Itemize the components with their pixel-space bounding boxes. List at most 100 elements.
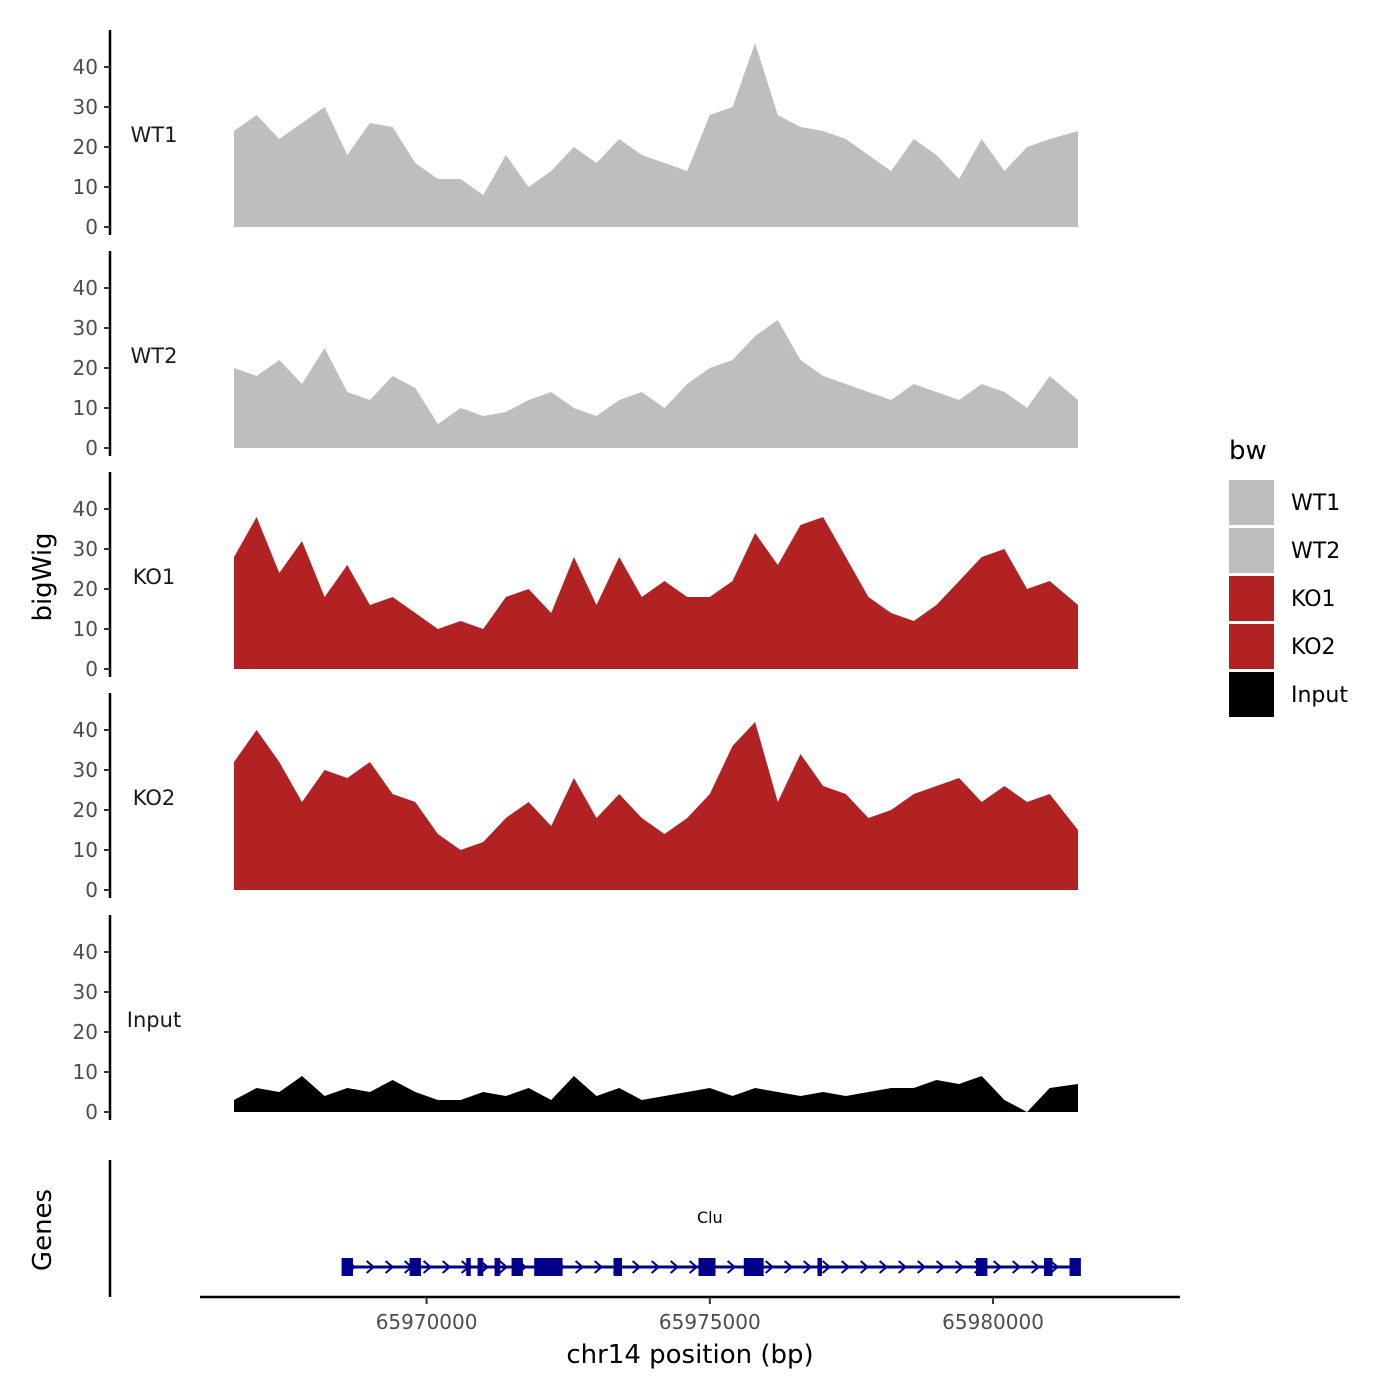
area-ko1 [234, 517, 1078, 669]
y-tick-label: 10 [73, 1060, 98, 1084]
strand-arrow [992, 1260, 1003, 1274]
legend-key-input [1229, 672, 1274, 717]
strand-arrow [859, 1260, 870, 1274]
track-ko2: 0 10 20 30 40 KO2 [73, 693, 1078, 902]
legend-label-ko2: KO2 [1291, 635, 1336, 660]
strand-arrow [365, 1260, 376, 1274]
x-tick-label: 65975000 [659, 1310, 761, 1334]
y-tick-label: 10 [73, 396, 98, 420]
area-wt1 [234, 43, 1078, 227]
y-tick-label: 20 [73, 798, 98, 822]
strand-arrow [1030, 1260, 1041, 1274]
track-label-input: Input [127, 1008, 181, 1032]
track-label-wt1: WT1 [131, 123, 178, 147]
exon [743, 1258, 764, 1276]
exon [341, 1258, 353, 1276]
exon [613, 1258, 623, 1276]
strand-arrow [650, 1260, 661, 1274]
y-tick-label: 30 [73, 758, 98, 782]
y-tick-label: 10 [73, 838, 98, 862]
strand-arrow [916, 1260, 927, 1274]
legend-key-wt1 [1229, 480, 1274, 525]
track-label-ko1: KO1 [133, 565, 176, 589]
y-tick-label: 20 [73, 577, 98, 601]
y-tick-label: 40 [73, 497, 98, 521]
y-tick-label: 0 [85, 1100, 98, 1124]
exon [409, 1258, 421, 1276]
track-label-wt2: WT2 [131, 344, 178, 368]
exon [976, 1258, 988, 1276]
exon [477, 1258, 484, 1276]
y-tick-label: 40 [73, 718, 98, 742]
strand-arrow [954, 1260, 965, 1274]
strand-arrow [764, 1260, 775, 1274]
strand-arrow [422, 1260, 433, 1274]
strand-arrow [1049, 1260, 1060, 1274]
strand-arrow [669, 1260, 680, 1274]
area-wt2 [234, 320, 1078, 448]
y-tick-label: 0 [85, 878, 98, 902]
strand-arrow [840, 1260, 851, 1274]
y-tick-label: 20 [73, 135, 98, 159]
strand-arrow [783, 1260, 794, 1274]
y-tick-label: 30 [73, 537, 98, 561]
exon [1069, 1258, 1081, 1276]
x-tick-label: 65980000 [942, 1310, 1044, 1334]
y-tick-label: 30 [73, 95, 98, 119]
y-tick-label: 30 [73, 316, 98, 340]
tracks-group: 0 10 20 30 40 WT1 0 10 20 30 40 WT2 0 10 20 30 40 KO1 0 10 2… [73, 30, 1078, 1124]
strand-arrow [498, 1260, 509, 1274]
track-label-ko2: KO2 [133, 786, 176, 810]
legend-title: bw [1229, 436, 1267, 466]
track-wt2: 0 10 20 30 40 WT2 [73, 251, 1078, 460]
exon [494, 1258, 501, 1276]
track-wt1: 0 10 20 30 40 WT1 [73, 30, 1078, 239]
track-ko1: 0 10 20 30 40 KO1 [73, 472, 1078, 681]
strand-arrow [802, 1260, 813, 1274]
y-tick-label: 10 [73, 175, 98, 199]
legend-label-wt1: WT1 [1291, 491, 1340, 516]
y-tick-label: 40 [73, 55, 98, 79]
legend: bw WT1 WT2 KO1 KO2 Input [1229, 436, 1348, 717]
x-axis-title: chr14 position (bp) [566, 1340, 813, 1370]
legend-key-ko1 [1229, 576, 1274, 621]
strand-arrow [574, 1260, 585, 1274]
y-tick-label: 30 [73, 980, 98, 1004]
legend-label-input: Input [1291, 683, 1348, 708]
y-tick-label: 0 [85, 436, 98, 460]
strand-arrow [593, 1260, 604, 1274]
y-axis-title: bigWig [28, 532, 58, 621]
legend-key-ko2 [1229, 624, 1274, 669]
exon [466, 1258, 471, 1276]
strand-arrow [935, 1260, 946, 1274]
legend-label-wt2: WT2 [1291, 539, 1340, 564]
y-tick-label: 0 [85, 215, 98, 239]
exon [698, 1258, 716, 1276]
gene-label: Clu [697, 1208, 723, 1227]
y-tick-label: 20 [73, 1020, 98, 1044]
strand-arrow [631, 1260, 642, 1274]
legend-label-ko1: KO1 [1291, 587, 1336, 612]
area-ko2 [234, 722, 1078, 890]
strand-arrow [441, 1260, 452, 1274]
strand-arrow [1011, 1260, 1022, 1274]
strand-arrow [384, 1260, 395, 1274]
x-tick-label: 65970000 [376, 1310, 478, 1334]
strand-arrow [821, 1260, 832, 1274]
strand-arrow [897, 1260, 908, 1274]
y-tick-label: 40 [73, 276, 98, 300]
area-input [234, 1076, 1078, 1112]
y-tick-label: 0 [85, 657, 98, 681]
exon [1044, 1258, 1053, 1276]
gene-track: Clu [108, 1160, 1081, 1297]
track-input: 0 10 20 30 40 Input [73, 915, 1078, 1124]
exon [511, 1258, 523, 1276]
x-axis: 65970000 65975000 65980000 [200, 1295, 1180, 1334]
legend-key-wt2 [1229, 528, 1274, 573]
y-tick-label: 20 [73, 356, 98, 380]
genes-axis-title: Genes [28, 1189, 58, 1271]
exon [817, 1258, 822, 1276]
y-tick-label: 40 [73, 940, 98, 964]
strand-arrow [878, 1260, 889, 1274]
